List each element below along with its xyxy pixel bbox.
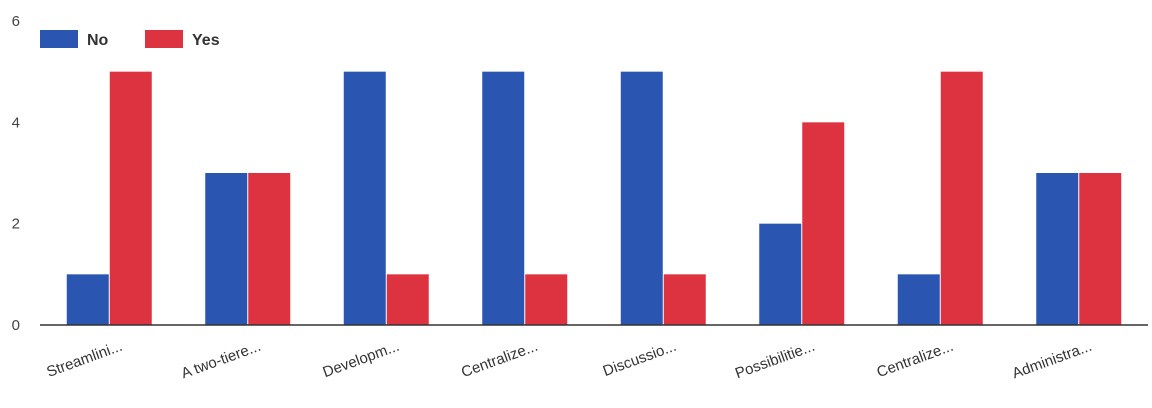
x-category-label: Centralize...: [459, 338, 540, 381]
y-tick-label: 0: [12, 317, 20, 334]
bar-group: [759, 122, 845, 325]
bar-no[interactable]: [759, 223, 802, 325]
bar-yes[interactable]: [109, 71, 152, 326]
bar-yes[interactable]: [940, 71, 983, 326]
bar-no[interactable]: [205, 173, 248, 325]
x-category-label: Possibilitie...: [733, 338, 817, 382]
x-category-label: Discussio...: [601, 338, 679, 380]
x-category-label: Streamlini...: [44, 338, 124, 381]
y-tick-label: 6: [12, 13, 20, 30]
bar-group: [66, 71, 152, 326]
bar-yes[interactable]: [386, 274, 429, 325]
legend-item-no[interactable]: No: [40, 30, 109, 49]
bars: [66, 71, 1122, 326]
bar-no[interactable]: [66, 274, 109, 325]
bar-yes[interactable]: [525, 274, 568, 325]
legend-item-yes[interactable]: Yes: [145, 30, 220, 49]
legend-swatch: [40, 30, 78, 48]
legend-label: Yes: [192, 32, 220, 49]
bar-no[interactable]: [482, 71, 525, 326]
bar-no[interactable]: [343, 71, 386, 326]
x-category-label: Administra...: [1010, 338, 1094, 382]
x-category-label: Developm...: [321, 338, 402, 381]
bar-group: [482, 71, 568, 326]
bar-group: [343, 71, 429, 326]
bar-group: [205, 173, 291, 325]
bar-yes[interactable]: [802, 122, 845, 325]
bar-group: [1036, 173, 1122, 325]
x-category-label: A two-tiere...: [179, 338, 263, 382]
bar-group: [897, 71, 983, 326]
bar-yes[interactable]: [248, 173, 291, 325]
y-tick-label: 4: [12, 114, 20, 131]
y-tick-label: 2: [12, 216, 20, 233]
legend: No Yes: [40, 30, 220, 49]
bar-no[interactable]: [620, 71, 663, 326]
x-category-label: Centralize...: [875, 338, 956, 381]
bar-yes[interactable]: [1079, 173, 1122, 325]
bar-no[interactable]: [1036, 173, 1079, 325]
bar-no[interactable]: [897, 274, 940, 325]
bar-group: [620, 71, 706, 326]
x-axis: Streamlini... A two-tiere... Developm... Ce…: [40, 324, 1148, 382]
bar-yes[interactable]: [663, 274, 706, 325]
legend-label: No: [87, 32, 109, 49]
legend-swatch: [145, 30, 183, 48]
y-axis: 0 2 4 6: [12, 13, 20, 334]
